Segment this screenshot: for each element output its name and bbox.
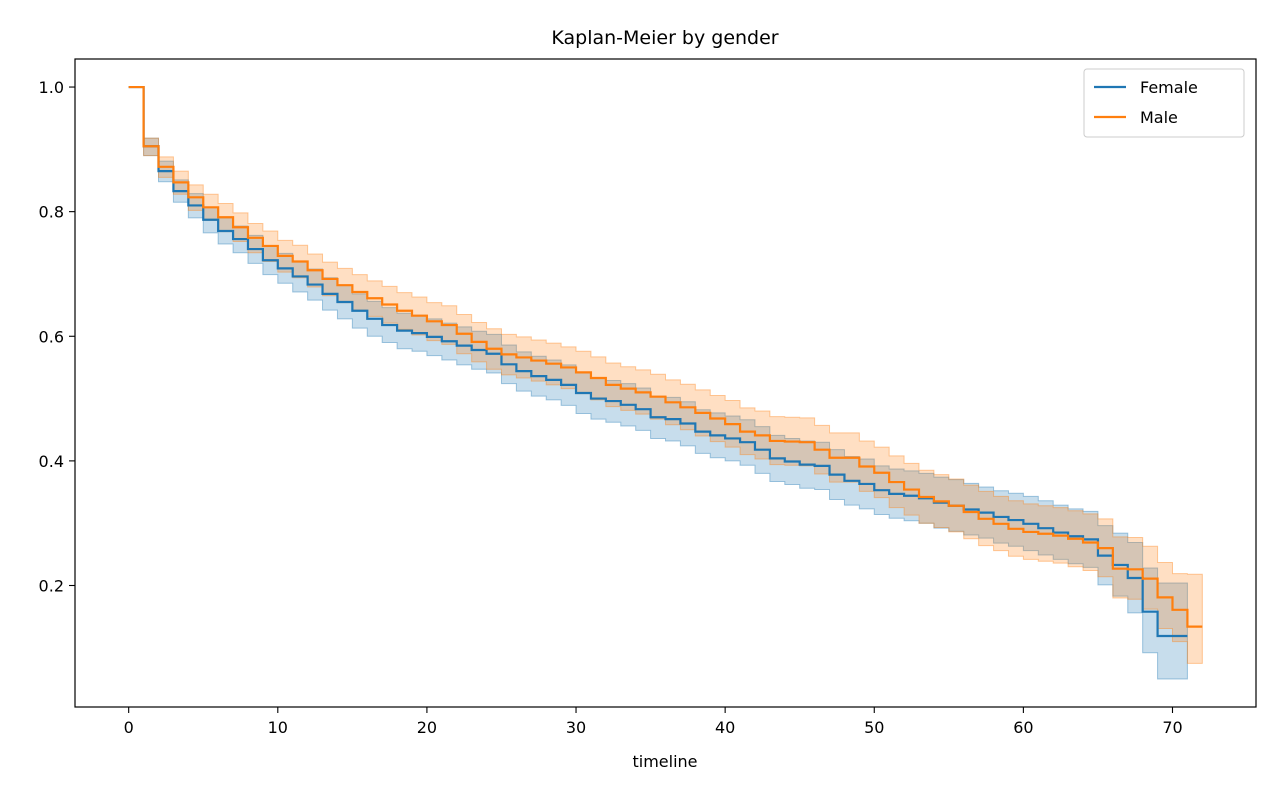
x-axis-label: timeline bbox=[632, 752, 697, 771]
ci-band-male bbox=[128, 86, 1203, 664]
legend-label-male: Male bbox=[1140, 108, 1178, 127]
x-tick-label: 20 bbox=[417, 718, 437, 737]
ci-band-female bbox=[128, 86, 1188, 680]
chart-title: Kaplan-Meier by gender bbox=[551, 27, 778, 49]
survival-line-female bbox=[128, 85, 1188, 638]
survival-line-male bbox=[128, 85, 1203, 628]
y-tick-label: 0.8 bbox=[39, 203, 64, 222]
x-tick-label: 0 bbox=[124, 718, 134, 737]
plot-area bbox=[74, 58, 1257, 708]
y-tick-label: 1.0 bbox=[39, 78, 64, 97]
y-axis: 0.2 0.4 0.6 0.8 1.0 bbox=[39, 78, 75, 596]
x-tick-label: 70 bbox=[1162, 718, 1182, 737]
y-tick-label: 0.6 bbox=[39, 327, 64, 346]
confidence-bands bbox=[128, 86, 1203, 680]
x-axis: 0 10 20 30 40 50 60 70 bbox=[124, 707, 1183, 737]
survival-curves bbox=[128, 85, 1203, 638]
x-tick-label: 40 bbox=[715, 718, 735, 737]
x-tick-label: 60 bbox=[1013, 718, 1033, 737]
legend: Female Male bbox=[1083, 68, 1245, 138]
x-tick-label: 10 bbox=[268, 718, 288, 737]
x-tick-label: 30 bbox=[566, 718, 586, 737]
legend-label-female: Female bbox=[1140, 78, 1198, 97]
y-tick-label: 0.2 bbox=[39, 577, 64, 596]
x-tick-label: 50 bbox=[864, 718, 884, 737]
y-tick-label: 0.4 bbox=[39, 452, 64, 471]
